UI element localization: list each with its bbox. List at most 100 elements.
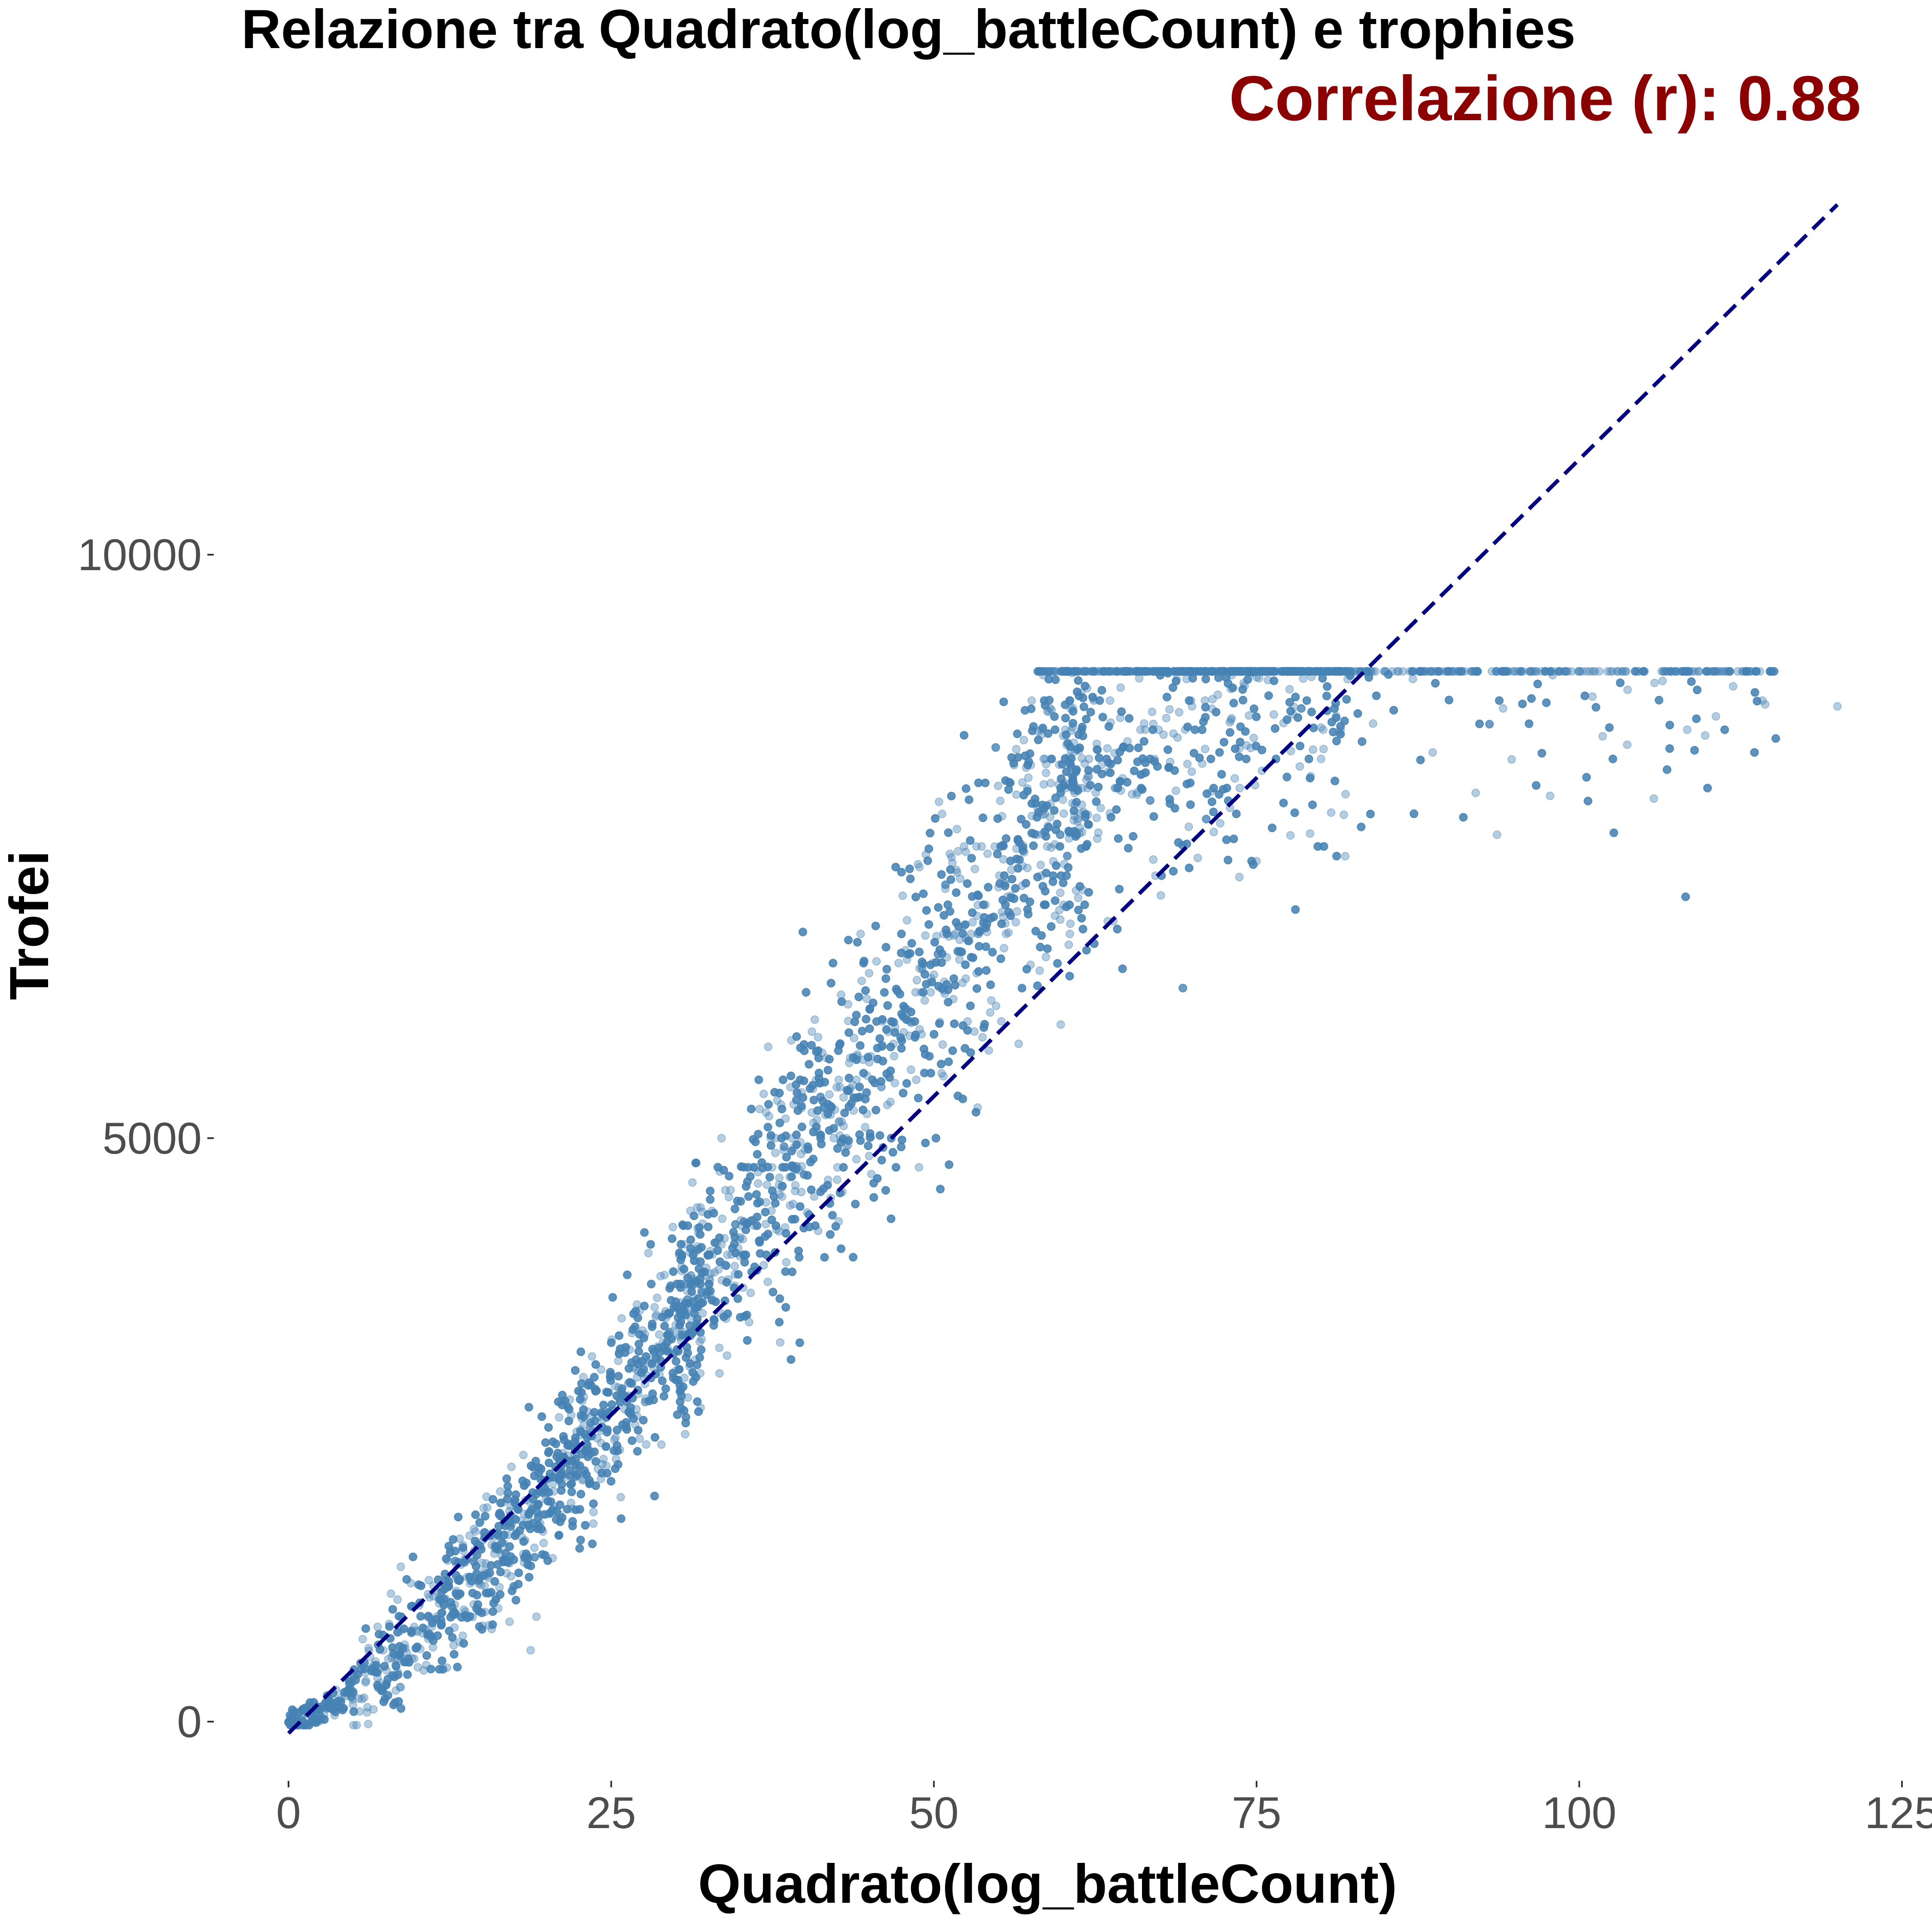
data-point	[615, 1445, 624, 1454]
data-point	[411, 1626, 420, 1635]
data-point	[1068, 668, 1077, 677]
data-point	[940, 989, 949, 998]
data-point	[865, 1133, 874, 1142]
data-point	[1230, 774, 1239, 783]
data-point	[865, 1151, 874, 1160]
data-point	[371, 1657, 380, 1666]
data-point	[1510, 667, 1519, 676]
data-point	[330, 1711, 339, 1720]
data-point	[797, 1103, 806, 1112]
data-point	[1066, 919, 1075, 928]
data-point	[902, 916, 911, 925]
data-point	[712, 1239, 721, 1248]
data-point	[1264, 675, 1273, 684]
data-point	[787, 1134, 796, 1142]
data-point	[1304, 667, 1313, 676]
data-point	[684, 1303, 693, 1312]
data-point	[777, 1100, 786, 1109]
data-point	[698, 1219, 707, 1228]
data-point	[961, 848, 970, 857]
data-point	[1286, 747, 1295, 756]
data-point	[1327, 808, 1336, 817]
data-point	[635, 1434, 644, 1443]
data-point	[361, 1678, 370, 1687]
data-point	[1000, 879, 1009, 888]
data-point	[387, 1653, 396, 1662]
data-point	[1056, 915, 1065, 924]
data-point	[1049, 857, 1058, 866]
data-point	[1078, 828, 1087, 837]
data-point	[996, 796, 1005, 805]
data-point	[1343, 674, 1352, 683]
data-point	[426, 1614, 435, 1623]
data-point	[787, 1036, 796, 1045]
data-point	[400, 1640, 409, 1649]
data-point	[1035, 966, 1044, 975]
data-point	[986, 1008, 995, 1017]
data-point	[889, 1039, 898, 1048]
data-point	[763, 1277, 772, 1286]
data-point	[480, 1582, 489, 1591]
data-point	[1227, 714, 1236, 723]
data-point	[789, 1100, 798, 1109]
data-point	[1666, 667, 1675, 676]
data-point	[954, 847, 963, 856]
data-point	[517, 1533, 526, 1542]
data-point	[410, 1654, 419, 1663]
data-point	[385, 1619, 394, 1628]
data-point	[284, 1717, 293, 1726]
data-point	[1142, 667, 1151, 676]
data-point	[795, 1166, 804, 1175]
data-point	[834, 1118, 843, 1127]
data-point	[823, 1176, 832, 1185]
data-point	[736, 1233, 745, 1242]
data-point	[502, 1569, 511, 1578]
data-point	[705, 1280, 714, 1289]
data-point	[1246, 667, 1255, 676]
data-point	[1239, 679, 1248, 687]
data-point	[579, 1421, 588, 1430]
data-point	[1023, 784, 1032, 793]
data-point	[730, 1262, 739, 1271]
data-point	[1421, 667, 1430, 676]
data-point	[835, 1083, 844, 1091]
data-point	[1065, 930, 1074, 939]
data-point	[1279, 719, 1288, 728]
data-point	[853, 1050, 862, 1059]
data-point	[1317, 667, 1326, 676]
data-point	[948, 858, 957, 867]
data-point	[660, 1346, 669, 1355]
data-point	[568, 1456, 577, 1465]
data-point	[1323, 667, 1332, 676]
data-point	[797, 1088, 806, 1097]
data-point	[1321, 667, 1330, 676]
data-point	[938, 1040, 947, 1049]
data-point	[485, 1621, 494, 1630]
data-point	[776, 1338, 785, 1347]
data-point	[1182, 667, 1191, 676]
data-point	[1154, 667, 1163, 676]
data-point	[1747, 667, 1755, 676]
data-point	[652, 1310, 661, 1319]
data-point	[1069, 769, 1078, 778]
data-point	[1833, 702, 1842, 711]
data-point	[1075, 823, 1084, 832]
data-point	[920, 996, 929, 1005]
data-point	[500, 1539, 509, 1548]
data-point	[839, 1121, 848, 1130]
data-point	[724, 1193, 733, 1202]
data-point	[688, 1178, 697, 1187]
data-point	[1341, 790, 1350, 799]
data-point	[479, 1528, 488, 1537]
data-point	[797, 1162, 806, 1171]
data-point	[696, 1369, 705, 1378]
data-point	[1303, 667, 1312, 676]
data-point	[620, 1391, 629, 1399]
data-point	[395, 1650, 404, 1659]
data-point	[1169, 729, 1178, 738]
data-point	[680, 1309, 689, 1318]
data-point	[1046, 779, 1055, 787]
data-point	[1329, 667, 1338, 676]
data-point	[937, 1069, 946, 1078]
data-point	[555, 1413, 564, 1422]
